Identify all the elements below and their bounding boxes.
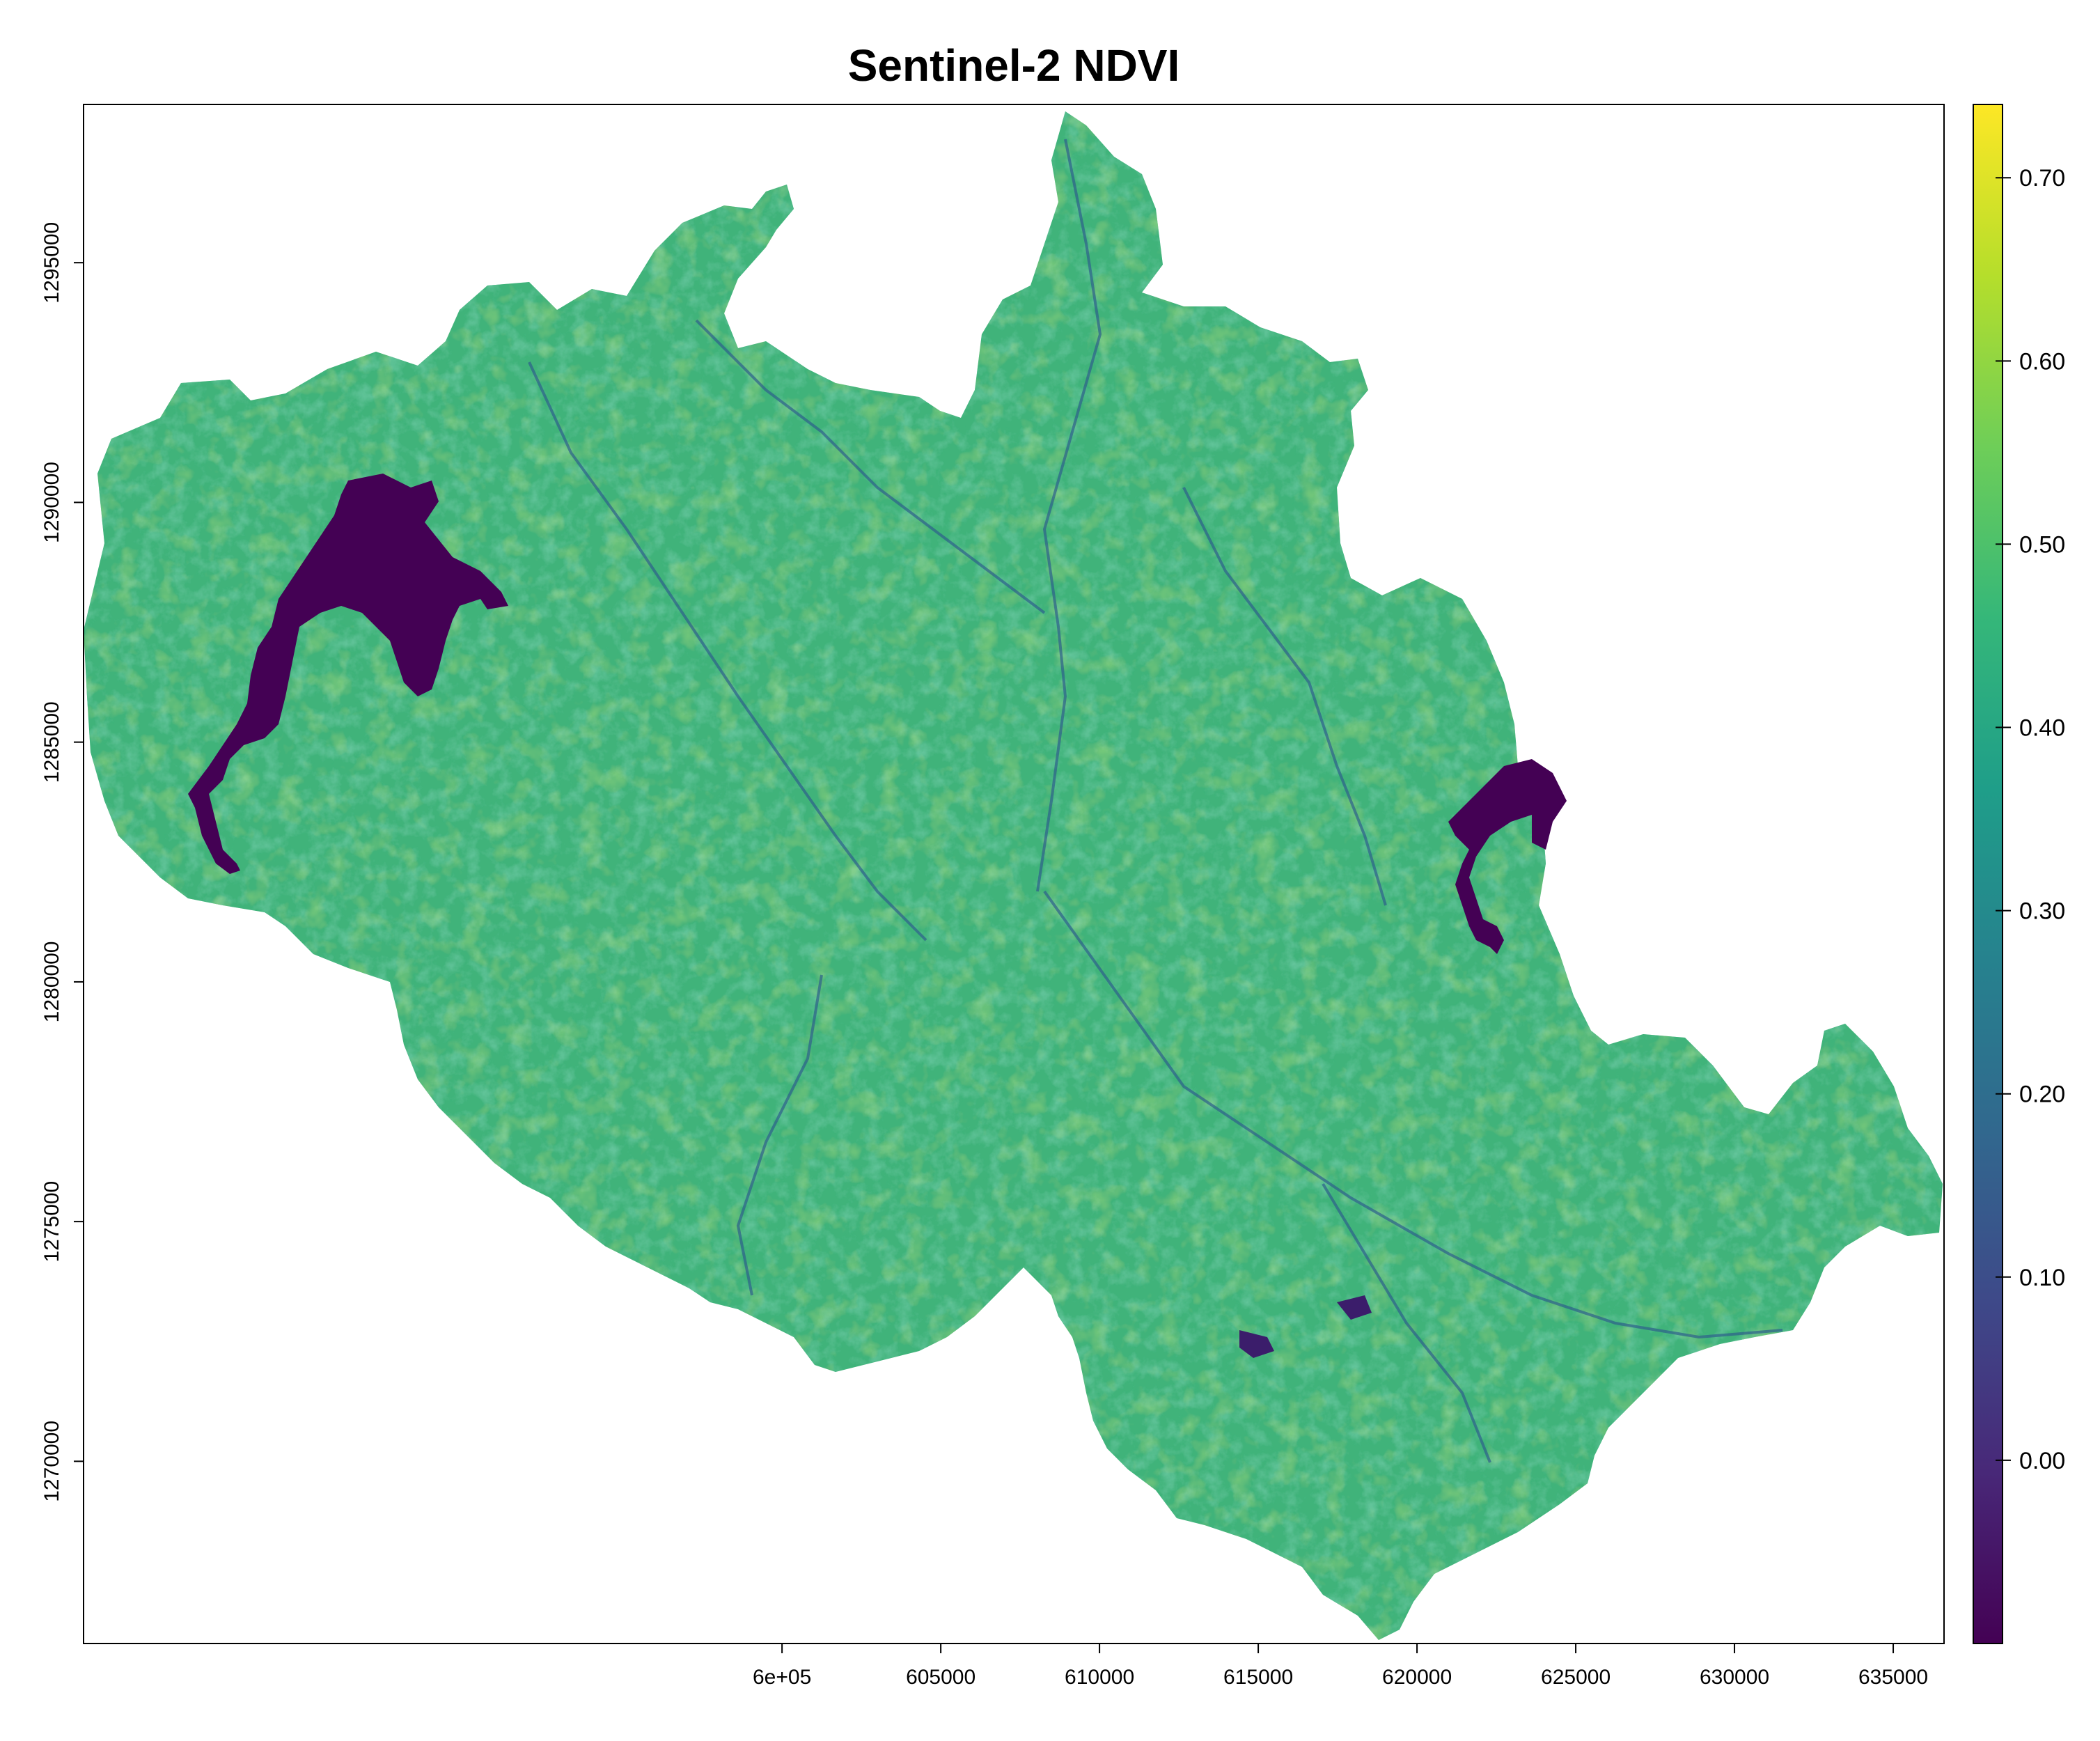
x-tick-label: 610000 [1065, 1666, 1134, 1689]
y-axis: 1270000 1275000 1280000 1285000 1290000 12950… [40, 222, 84, 1502]
small-pond-south-2 [1337, 1295, 1372, 1320]
x-tick-label: 6e+05 [753, 1666, 811, 1689]
y-tick-label: 1285000 [40, 701, 63, 783]
x-tick-label: 605000 [906, 1666, 975, 1689]
map-panel: 6e+05 605000 610000 615000 620000 625000 63000… [40, 104, 1945, 1689]
x-tick-label: 620000 [1382, 1666, 1452, 1689]
y-tick-label: 1290000 [40, 462, 63, 543]
legend-tick-label: 0.10 [2019, 1265, 2065, 1291]
legend-tick-label: 0.70 [2019, 165, 2065, 192]
y-tick-label: 1295000 [40, 222, 63, 304]
legend-tick-label: 0.30 [2019, 898, 2065, 925]
color-legend: 0.00 0.10 0.20 0.30 0.40 0.50 0.60 0.70 [1973, 104, 2065, 1644]
y-tick-label: 1280000 [40, 942, 63, 1023]
stream-network [528, 139, 1783, 1463]
ndvi-raster [84, 111, 1943, 1640]
x-tick-label: 635000 [1858, 1666, 1928, 1689]
chart-title: Sentinel-2 NDVI [848, 40, 1180, 91]
x-tick-label: 630000 [1700, 1666, 1769, 1689]
small-pond-south [1239, 1330, 1274, 1358]
legend-tick-label: 0.00 [2019, 1448, 2065, 1474]
y-tick-label: 1270000 [40, 1421, 63, 1502]
x-tick-label: 615000 [1223, 1666, 1293, 1689]
legend-tick-label: 0.60 [2019, 348, 2065, 375]
legend-color-bar [1973, 104, 2003, 1644]
y-tick-label: 1275000 [40, 1181, 63, 1263]
plot-border [83, 104, 1945, 1644]
legend-tick-label: 0.40 [2019, 715, 2065, 742]
x-axis: 6e+05 605000 610000 615000 620000 625000 63000… [753, 1644, 1928, 1689]
legend-tick-label: 0.20 [2019, 1082, 2065, 1108]
reservoir-west [188, 474, 508, 874]
legend-tick-label: 0.50 [2019, 531, 2065, 558]
reservoir-east [1448, 759, 1567, 954]
legend-ticks: 0.00 0.10 0.20 0.30 0.40 0.50 0.60 0.70 [1996, 165, 2065, 1474]
x-tick-label: 625000 [1541, 1666, 1611, 1689]
